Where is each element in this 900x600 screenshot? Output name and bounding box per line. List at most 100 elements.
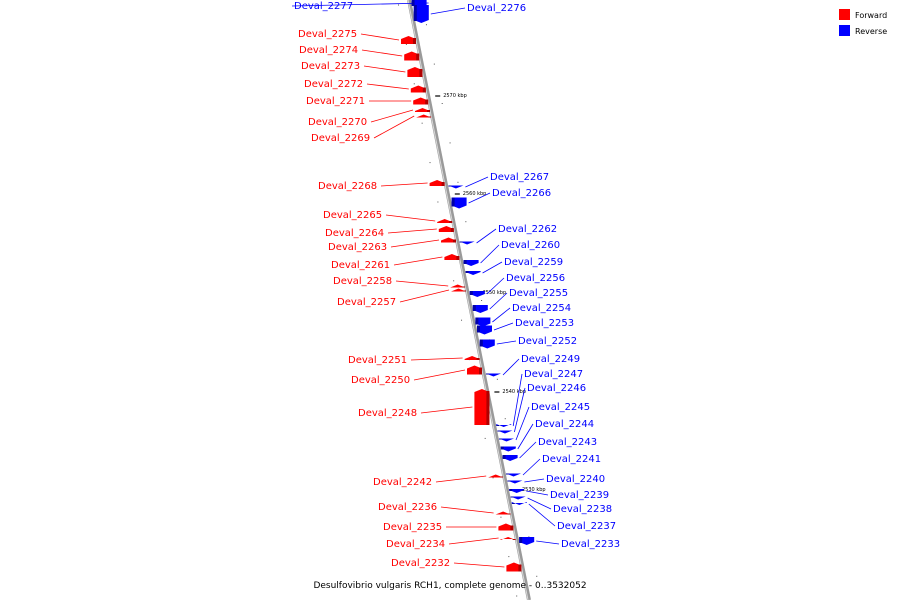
gene-deval-2255-feature-shade (472, 305, 476, 311)
gene-deval-2274-label: Deval_2274 (299, 45, 358, 56)
gene-deval-2253-feature-body (477, 325, 492, 335)
gene-deval-2269-feature-body (416, 114, 432, 118)
gene-deval-2264-feature-shade (450, 228, 454, 232)
gene-deval-2255-label: Deval_2255 (509, 288, 568, 299)
gene-deval-2235-feature (498, 523, 514, 531)
gene-deval-2260-feature-shade (463, 260, 467, 264)
gene-deval-2262-feature-body (459, 241, 475, 245)
gene-deval-2271-label: Deval_2271 (306, 96, 365, 107)
gene-deval-2261-feature-shade (456, 256, 460, 260)
gene-deval-2245-label: Deval_2245 (531, 402, 590, 413)
gene-deval-2240-feature-shade (507, 480, 511, 482)
gene-deval-2252-label: Deval_2252 (518, 336, 577, 347)
gene-deval-2234-connector (448, 537, 499, 545)
gene-deval-2233-label: Deval_2233 (561, 539, 620, 550)
gene-deval-2258-label: Deval_2258 (333, 276, 392, 287)
gene-deval-2246-feature-body (497, 430, 513, 434)
gene-deval-2251-feature-shade (476, 358, 480, 360)
gene-deval-2275-feature-shade (413, 38, 416, 44)
gene-deval-2232-feature-body (506, 562, 522, 572)
gene-deval-2235-feature-body (498, 523, 514, 531)
tick-label-0: 2570 kbp (443, 93, 467, 99)
gene-deval-2270-connector (370, 109, 414, 123)
gene-deval-2253-feature (477, 325, 492, 335)
gene-deval-2235-label: Deval_2235 (383, 522, 442, 533)
gene-deval-2232-feature-shade (518, 564, 522, 572)
gene-deval-2274-feature-shade (416, 53, 420, 61)
gene-deval-2242-feature-shade (500, 476, 504, 478)
gene-deval-2255-feature-body (472, 305, 488, 313)
gene-deval-2245-feature-shade (499, 438, 502, 440)
gene-deval-2268-label: Deval_2268 (318, 181, 377, 192)
gene-deval-2251-label: Deval_2251 (348, 355, 407, 366)
gene-deval-2277-label: Deval_2277 (294, 1, 353, 12)
gene-deval-2239-feature (509, 489, 525, 493)
gene-deval-2243-connector (519, 441, 537, 459)
gene-deval-2244-label: Deval_2244 (535, 419, 594, 430)
gene-deval-2267-label: Deval_2267 (490, 172, 549, 183)
gene-deval-2238-connector (527, 497, 552, 510)
gene-deval-2268-feature-body (429, 180, 445, 186)
gene-deval-2238-feature (510, 496, 526, 500)
legend-forward-swatch (839, 9, 850, 20)
tick-label-4: 2530 kbp (522, 487, 546, 493)
gene-deval-2247-label: Deval_2247 (524, 369, 583, 380)
gene-deval-2257-feature-body (451, 288, 466, 292)
gene-deval-2240-connector (524, 478, 545, 483)
gene-deval-2266-feature-body (451, 197, 467, 209)
gene-deval-2272-connector (366, 83, 409, 90)
gene-deval-2272-feature (410, 85, 426, 93)
gene-deval-2263-feature (441, 237, 456, 243)
gene-deval-2261-connector (393, 256, 443, 266)
gene-deval-2263-label: Deval_2263 (328, 242, 387, 253)
gene-deval-2255-feature (472, 305, 488, 313)
gene-deval-2269-feature (416, 114, 432, 118)
gene-deval-2259-feature-shade (465, 271, 469, 273)
gene-deval-2252-feature-body (479, 339, 495, 349)
gene-deval-2254-label: Deval_2254 (512, 303, 571, 314)
gene-deval-2273-connector (363, 65, 406, 73)
gene-deval-2275-feature (401, 36, 416, 44)
gene-deval-2235-feature-shade (510, 525, 514, 531)
gene-deval-2254-feature (475, 317, 491, 327)
gene-deval-2260-label: Deval_2260 (501, 240, 560, 251)
gene-deval-2263-feature-body (441, 237, 456, 243)
gene-deval-2270-label: Deval_2270 (308, 117, 367, 128)
gene-deval-2255-connector (489, 292, 508, 310)
gene-deval-2266-connector (468, 192, 491, 204)
gene-deval-2262-connector (476, 228, 497, 244)
gene-deval-2247-connector (512, 373, 523, 427)
gene-deval-2234-feature-shade (512, 539, 516, 540)
gene-deval-2256-label: Deval_2256 (506, 273, 565, 284)
gene-deval-2243-feature-body (502, 455, 518, 461)
legend-reverse-label: Reverse (855, 27, 887, 36)
gene-deval-2256-feature-body (469, 291, 485, 297)
gene-deval-2242-feature (488, 474, 504, 478)
gene-deval-2270-feature-body (415, 108, 430, 112)
gene-deval-2272-feature-body (410, 85, 426, 93)
gene-deval-2253-feature-shade (477, 325, 480, 333)
gene-deval-2232-feature (506, 562, 522, 572)
tick-label-2: 2550 kbp (483, 290, 507, 296)
gene-deval-2234-feature-body (500, 537, 516, 540)
gene-deval-2276-feature (413, 5, 429, 23)
gene-deval-2246-feature-shade (497, 430, 501, 432)
gene-deval-2264-feature (438, 226, 454, 232)
gene-deval-2248-feature-shade (486, 391, 490, 425)
gene-deval-2259-feature-body (465, 271, 481, 275)
legend: Forward Reverse (839, 9, 887, 36)
gene-deval-2259-feature (465, 271, 481, 275)
gene-deval-2252-feature-shade (479, 339, 483, 347)
gene-deval-2263-connector (390, 239, 440, 248)
gene-deval-2264-feature-body (438, 226, 454, 232)
gene-deval-2272-label: Deval_2272 (304, 79, 363, 90)
gene-deval-2246-label: Deval_2246 (527, 383, 586, 394)
gene-deval-2261-feature (444, 254, 460, 260)
gene-deval-2239-feature-body (509, 489, 525, 493)
gene-deval-2252-connector (496, 340, 517, 345)
gene-deval-2260-feature-body (463, 260, 479, 266)
gene-deval-2265-connector (385, 214, 436, 222)
gene-deval-2271-feature-body (413, 97, 429, 105)
gene-deval-2247-feature-shade (496, 425, 500, 426)
gene-deval-2236-label: Deval_2236 (378, 502, 437, 513)
